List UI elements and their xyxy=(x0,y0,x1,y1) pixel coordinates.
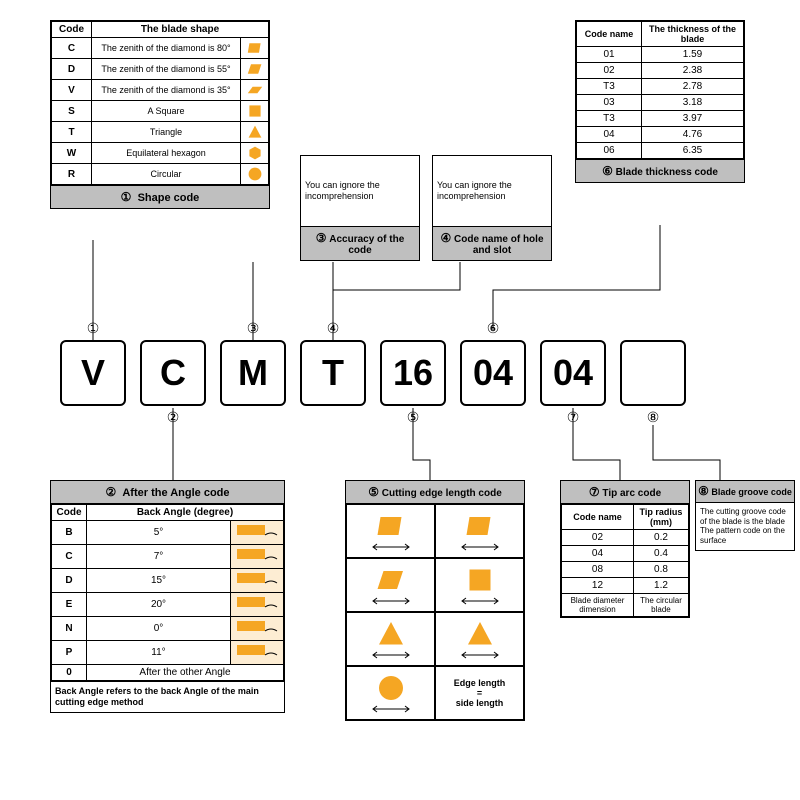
shape-cell xyxy=(435,612,524,666)
p4-text: You can ignore the incomprehension xyxy=(433,156,551,226)
table-row: 040.4 xyxy=(562,546,689,562)
p8-text: The cutting groove code of the blade is … xyxy=(696,503,794,549)
p3-title: ③ Accuracy of the code xyxy=(301,226,419,260)
table-row: 066.35 xyxy=(577,143,744,159)
code-value-7: 04 xyxy=(553,352,593,394)
table-row: T Triangle xyxy=(52,122,269,143)
table-row: T32.78 xyxy=(577,79,744,95)
shape-cell xyxy=(346,504,435,558)
shape-cell xyxy=(435,558,524,612)
panel-shape-code: Code The blade shape C The zenith of the… xyxy=(50,20,270,209)
code-label-4: ④ xyxy=(327,320,340,337)
table-row: W Equilateral hexagon xyxy=(52,143,269,164)
p5-title: ⑤ Cutting edge length code xyxy=(346,481,524,504)
code-label-6: ⑥ xyxy=(487,320,500,337)
code-cell-4: ④ T xyxy=(300,340,366,406)
code-cell-5: ⑤ 16 xyxy=(380,340,446,406)
p2-col2: Back Angle (degree) xyxy=(87,505,284,521)
shape-cell xyxy=(435,504,524,558)
table-row: V The zenith of the diamond is 35° xyxy=(52,80,269,101)
code-cell-1: ① V xyxy=(60,340,126,406)
p7-col1: Code name xyxy=(562,505,634,530)
table-row: 080.8 xyxy=(562,562,689,578)
p1-col-shape: The blade shape xyxy=(92,22,269,38)
table-row: S A Square xyxy=(52,101,269,122)
table-row: T33.97 xyxy=(577,111,744,127)
code-label-2: ② xyxy=(167,409,180,426)
p6-title: ⑥ Blade thickness code xyxy=(576,159,744,182)
panel-back-angle: ② After the Angle code Code Back Angle (… xyxy=(50,480,285,713)
code-sequence: ① V ② C ③ M ④ T ⑤ 16 ⑥ 04 ⑦ 04 ⑧ xyxy=(60,340,686,406)
p4-title: ④ Code name of hole and slot xyxy=(433,226,551,260)
table-row: D 15° xyxy=(52,569,284,593)
panel-thickness: Code name The thickness of the blade 011… xyxy=(575,20,745,183)
table-row: N 0° xyxy=(52,617,284,641)
code-cell-3: ③ M xyxy=(220,340,286,406)
table-row: 011.59 xyxy=(577,47,744,63)
table-row: 020.2 xyxy=(562,530,689,546)
table-row: P 11° xyxy=(52,641,284,665)
table-row: 022.38 xyxy=(577,63,744,79)
code-cell-8: ⑧ xyxy=(620,340,686,406)
code-value-5: 16 xyxy=(393,352,433,394)
code-value-4: T xyxy=(322,352,344,394)
table-row: B 5° xyxy=(52,521,284,545)
shape-cell xyxy=(346,612,435,666)
table-row: R Circular xyxy=(52,164,269,185)
p2-col1: Code xyxy=(52,505,87,521)
panel-tip-arc: ⑦ Tip arc code Code name Tip radius (mm)… xyxy=(560,480,690,618)
code-value-1: V xyxy=(81,352,105,394)
p1-title: ① Shape code xyxy=(51,185,269,208)
panel-edge-length: ⑤ Cutting edge length code Edge length =… xyxy=(345,480,525,721)
code-cell-2: ② C xyxy=(140,340,206,406)
panel-hole-slot: You can ignore the incomprehension ④ Cod… xyxy=(432,155,552,261)
table-row: 033.18 xyxy=(577,95,744,111)
code-label-8: ⑧ xyxy=(647,409,660,426)
code-value-3: M xyxy=(238,352,268,394)
p3-text: You can ignore the incomprehension xyxy=(301,156,419,226)
code-label-5: ⑤ xyxy=(407,409,420,426)
p7-foot-right: The circular blade xyxy=(633,594,688,617)
shape-cell xyxy=(346,558,435,612)
code-label-3: ③ xyxy=(247,320,260,337)
p7-title: ⑦ Tip arc code xyxy=(561,481,689,504)
table-row: 121.2 xyxy=(562,578,689,594)
code-label-1: ① xyxy=(87,320,100,337)
table-row: C 7° xyxy=(52,545,284,569)
code-cell-6: ⑥ 04 xyxy=(460,340,526,406)
edge-length-note: Edge length = side length xyxy=(435,666,524,720)
table-row: 044.76 xyxy=(577,127,744,143)
code-value-2: C xyxy=(160,352,186,394)
table-row: D The zenith of the diamond is 55° xyxy=(52,59,269,80)
code-label-7: ⑦ xyxy=(567,409,580,426)
shape-cell xyxy=(346,666,435,720)
table-row: C The zenith of the diamond is 80° xyxy=(52,38,269,59)
table-row: 0 After the other Angle xyxy=(52,665,284,681)
code-value-6: 04 xyxy=(473,352,513,394)
code-cell-7: ⑦ 04 xyxy=(540,340,606,406)
panel-groove: ⑧ Blade groove code The cutting groove c… xyxy=(695,480,795,551)
p6-col1: Code name xyxy=(577,22,642,47)
p2-title: ② After the Angle code xyxy=(51,481,284,504)
table-row: E 20° xyxy=(52,593,284,617)
p7-foot-left: Blade diameter dimension xyxy=(562,594,634,617)
p8-title: ⑧ Blade groove code xyxy=(696,481,794,503)
panel-accuracy: You can ignore the incomprehension ③ Acc… xyxy=(300,155,420,261)
p6-col2: The thickness of the blade xyxy=(642,22,744,47)
p7-col2: Tip radius (mm) xyxy=(633,505,688,530)
p1-col-code: Code xyxy=(52,22,92,38)
p2-footnote: Back Angle refers to the back Angle of t… xyxy=(51,681,284,712)
